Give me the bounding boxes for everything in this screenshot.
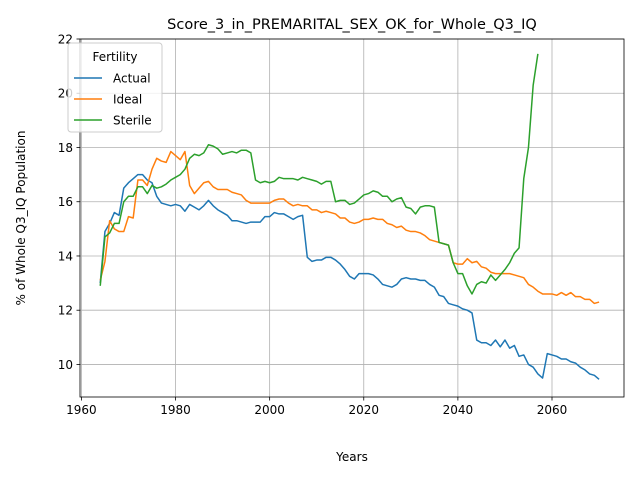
x-tick-label: 2000 [254, 403, 285, 417]
series-line-ideal [99, 150, 600, 305]
y-tick-label: 12 [58, 304, 73, 318]
series-lines [99, 53, 600, 380]
y-tick-label: 14 [58, 249, 73, 263]
y-tick-label: 16 [58, 195, 73, 209]
legend-title: Fertility [92, 50, 137, 64]
series-line-actual [99, 173, 600, 380]
series-line-sterile [99, 53, 539, 295]
x-axis-ticks: 1960 1980 2000 2020 2040 2060 [66, 397, 567, 417]
x-tick-label: 2040 [443, 403, 474, 417]
legend: Fertility Actual Ideal Sterile [67, 42, 163, 133]
legend-box [67, 42, 163, 133]
x-tick-label: 1980 [160, 403, 191, 417]
plot-frame [79, 38, 625, 398]
y-tick-label: 10 [58, 358, 73, 372]
chart-title: Score_3_in_PREMARITAL_SEX_OK_for_Whole_Q… [167, 17, 537, 33]
legend-items: Actual Ideal Sterile [74, 72, 152, 128]
y-axis-title: % of Whole Q3_IQ Population [14, 131, 28, 306]
legend-label-ideal: Ideal [113, 93, 142, 107]
x-tick-label: 1960 [66, 403, 97, 417]
x-axis-title: Years [335, 450, 368, 464]
legend-label-sterile: Sterile [113, 114, 152, 128]
x-tick-label: 2020 [348, 403, 379, 417]
x-tick-label: 2060 [537, 403, 568, 417]
y-tick-label: 18 [58, 141, 73, 155]
legend-label-actual: Actual [113, 72, 151, 86]
